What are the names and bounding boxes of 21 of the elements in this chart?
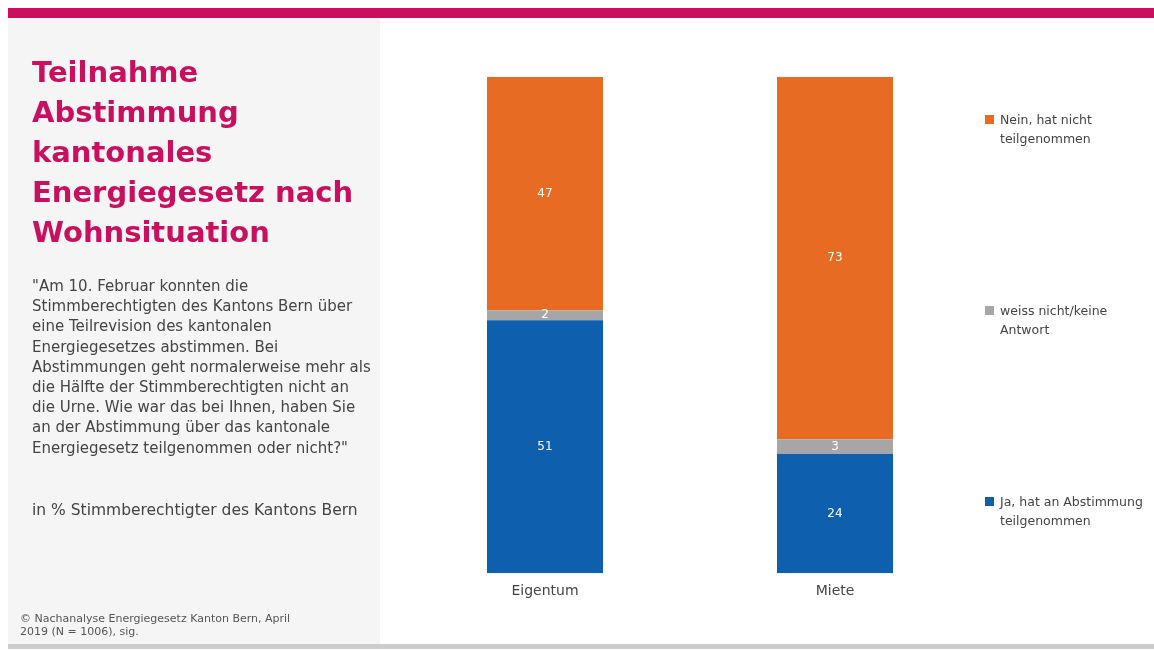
legend-label: Nein, hat nicht teilgenommen: [1000, 111, 1093, 148]
data-label: 47: [537, 185, 553, 200]
bar: [777, 439, 893, 455]
bar: [487, 310, 603, 321]
data-label: 73: [827, 250, 843, 265]
text: Teilnahme Abstimmung kantonales Energiegesetz nach Wohnsituation: [32, 54, 355, 251]
legend-label: weiss nicht/keine Antwort: [1000, 302, 1109, 339]
data-label: 2: [541, 307, 549, 322]
x-tick-label: Eigentum: [511, 582, 579, 599]
x-tick-label: Miete: [815, 582, 855, 599]
text: "Am 10. Februar konnten die Stimmberechtigten des Kantons Bern über eine Teilrevision des kantonalen Energiegesetzes abstimmen. Bei Abstimmungen geht normalerweise mehr als die Hälfte der Stimmberechtigten nicht an die Urne. Wie war das bei Ihnen, haben Sie an der Abstimmung über das kantonale Energiegesetz teilgenommen oder nicht?": [32, 277, 371, 457]
text: in % Stimmberechtigter des Kantons Bern: [32, 501, 359, 519]
bar: [777, 454, 893, 574]
legend-label: Ja, hat an Abstimmung teilgenommen: [1000, 493, 1144, 530]
bar: [487, 77, 603, 311]
bar: [487, 320, 603, 574]
bar: [777, 77, 893, 440]
data-label: 24: [827, 505, 843, 520]
data-label: 51: [537, 438, 553, 453]
text: © Nachanalyse Energiegesetz Kanton Bern, April 2019 (N = 1006), sig.: [20, 612, 292, 638]
data-label: 3: [831, 438, 839, 453]
